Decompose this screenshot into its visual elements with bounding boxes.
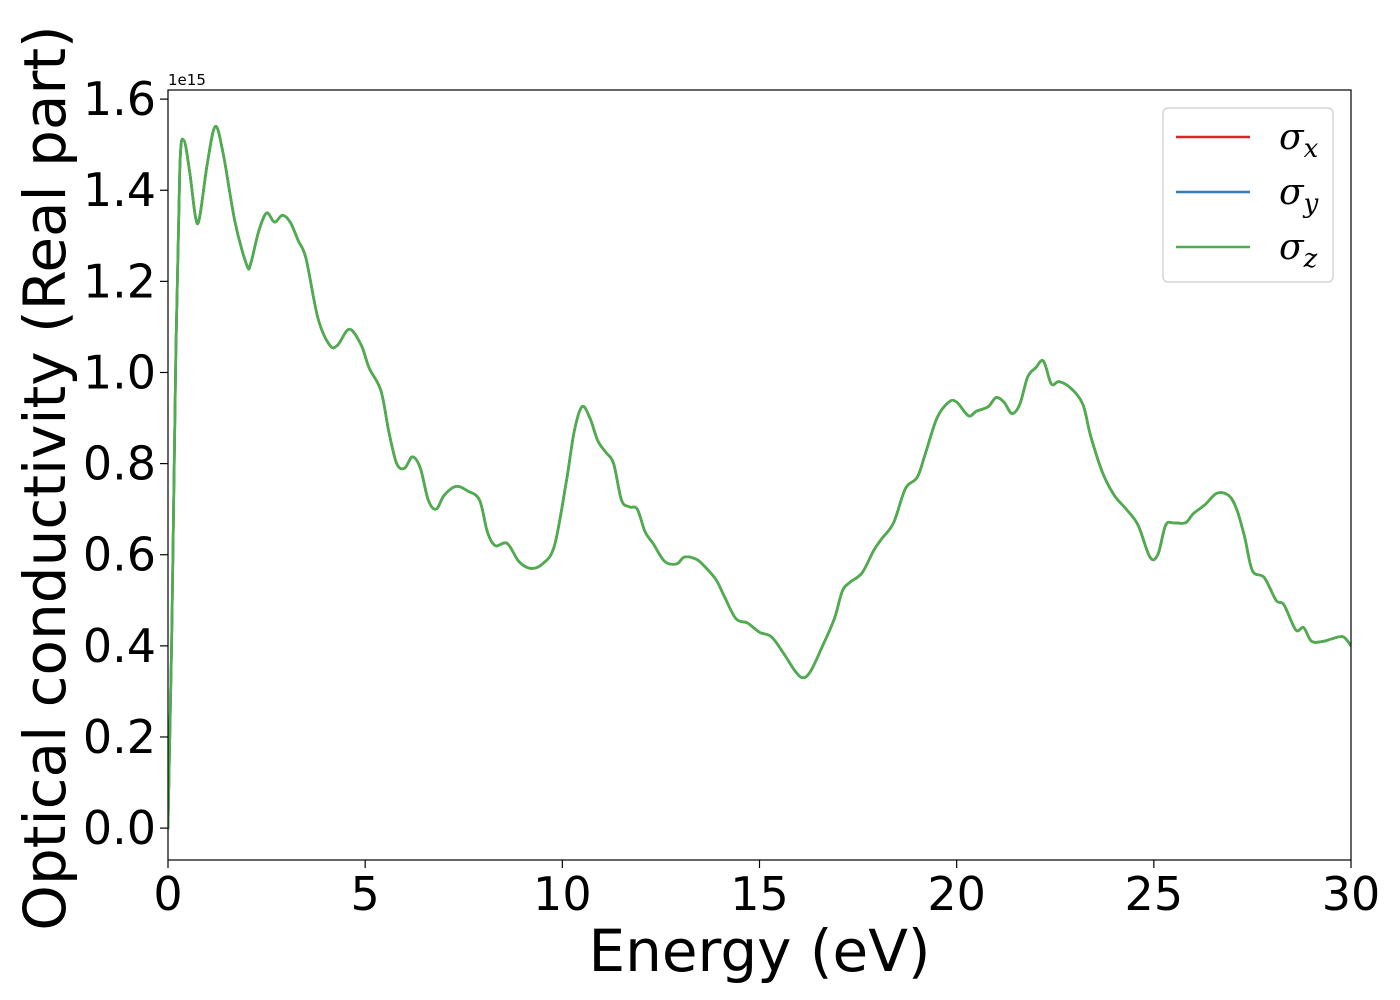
legend-symbol: σ <box>1279 117 1305 158</box>
y-tick-label: 1.2 <box>83 254 156 308</box>
x-tick-label: 0 <box>153 867 182 921</box>
series-layer <box>168 125 1351 830</box>
y-tick-label: 1.4 <box>83 163 156 217</box>
x-tick-label: 5 <box>351 867 380 921</box>
legend-label-y: σy <box>1279 172 1319 219</box>
legend-label-z: σz <box>1279 227 1318 274</box>
y-tick-label: 0.2 <box>83 710 156 764</box>
x-tick-label: 30 <box>1322 867 1381 921</box>
x-axis: 0 5 10 15 20 25 30 <box>153 860 1380 921</box>
x-tick-label: 25 <box>1125 867 1184 921</box>
y-axis-label: Optical conductivity (Real part) <box>11 25 79 930</box>
y-offset-label: 1e15 <box>168 71 206 89</box>
legend-symbol: σ <box>1279 227 1305 268</box>
legend-label-x: σx <box>1279 117 1319 164</box>
y-tick-label: 0.4 <box>83 619 156 673</box>
x-tick-label: 20 <box>927 867 986 921</box>
y-tick-label: 0.6 <box>83 528 156 582</box>
y-tick-label: 0.8 <box>83 437 156 491</box>
legend-subscript: x <box>1304 134 1319 164</box>
y-tick-label: 0.0 <box>83 801 156 855</box>
legend-symbol: σ <box>1279 172 1305 213</box>
x-tick-label: 15 <box>730 867 789 921</box>
series-line-z <box>168 125 1351 830</box>
y-tick-label: 1.0 <box>83 345 156 399</box>
y-tick-label: 1.6 <box>83 72 156 126</box>
x-axis-label: Energy (eV) <box>588 917 930 985</box>
legend-subscript: z <box>1303 244 1318 274</box>
legend-box <box>1162 107 1334 283</box>
x-tick-label: 10 <box>533 867 592 921</box>
legend-subscript: y <box>1303 189 1319 219</box>
y-axis: 0.0 0.2 0.4 0.6 0.8 1.0 1.2 1.4 1.6 <box>83 72 168 855</box>
